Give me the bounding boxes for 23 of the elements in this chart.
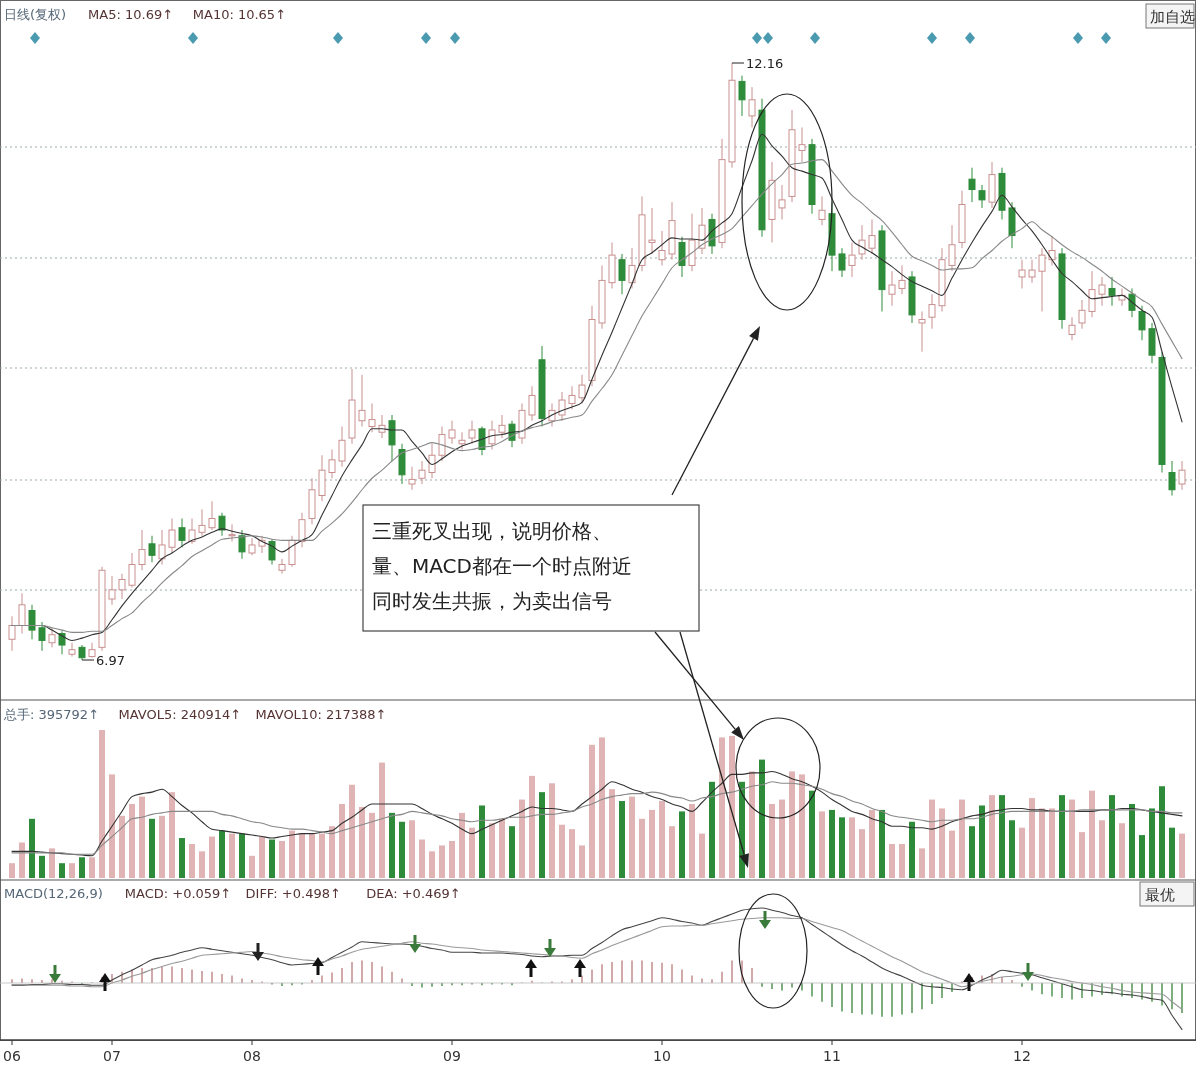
text: 最优 bbox=[1145, 886, 1175, 904]
x-tick-label: 10 bbox=[653, 1048, 671, 1064]
callout-box: 三重死叉出现，说明价格、量、MACD都在一个时点附近同时发生共振，为卖出信号 bbox=[362, 504, 700, 632]
text: 加自选 bbox=[1150, 8, 1195, 26]
x-tick-label: 12 bbox=[1013, 1048, 1031, 1064]
x-tick-label: 11 bbox=[823, 1048, 841, 1064]
annotation: 6.97 bbox=[96, 653, 125, 668]
chart-title: 日线(复权) bbox=[4, 7, 67, 22]
text: MAVOL5: 240914↑ bbox=[118, 707, 242, 722]
annotation: 12.16 bbox=[746, 56, 784, 71]
annotation: 三重死叉出现，说明价格、量、MACD都在一个时点附近同时发生共振，为卖出信号 bbox=[372, 519, 632, 613]
x-tick-label: 07 bbox=[103, 1048, 121, 1064]
text: MA5: 10.69↑ bbox=[88, 7, 174, 22]
text: DEA: +0.469↑ bbox=[366, 886, 461, 901]
text: MA10: 10.65↑ bbox=[192, 7, 287, 22]
x-tick-label: 09 bbox=[443, 1048, 461, 1064]
text: MAVOL10: 217388↑ bbox=[255, 707, 387, 722]
x-tick-label: 06 bbox=[3, 1048, 21, 1064]
x-tick-label: 08 bbox=[243, 1048, 261, 1064]
chart-title: MACD(12,26,9) bbox=[4, 886, 103, 901]
chart-title: 总手: 395792↑ bbox=[3, 707, 100, 722]
text: MACD: +0.059↑ bbox=[124, 886, 232, 901]
text: DIFF: +0.498↑ bbox=[245, 886, 341, 901]
